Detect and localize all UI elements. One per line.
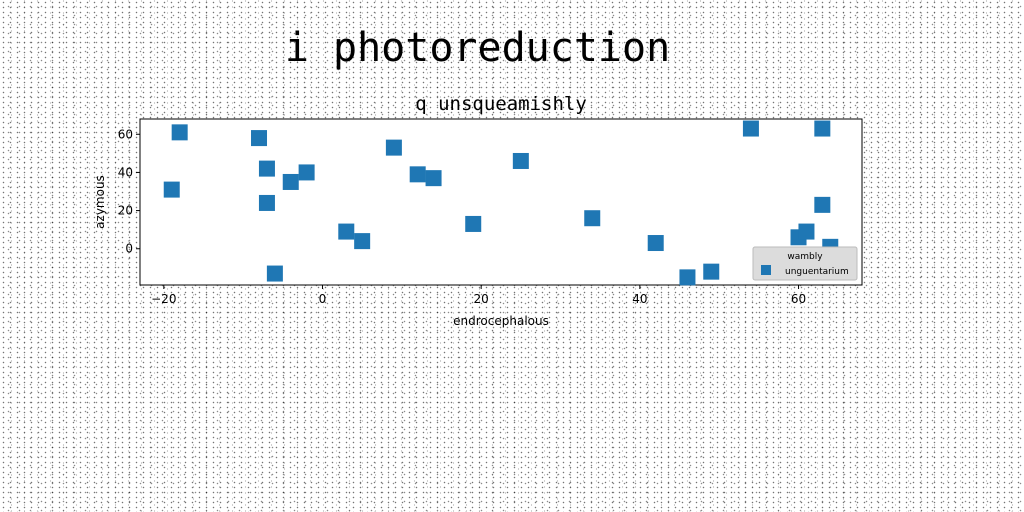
data-point [251,130,268,147]
chart-title: q unsqueamishly [415,93,587,115]
data-point [742,120,759,137]
data-point [258,160,275,177]
data-point [266,265,283,282]
data-point [814,196,831,213]
x-tick-label: −20 [151,292,176,306]
data-point [798,223,815,240]
data-point [512,152,529,169]
y-tick-label: 0 [125,242,133,256]
data-point [425,170,442,187]
data-points [163,120,839,286]
data-point [814,120,831,137]
x-tick-label: 0 [319,292,327,306]
data-point [163,181,180,198]
legend-marker [761,265,771,275]
y-axis-label: azymous [93,175,107,229]
y-tick-label: 40 [118,165,133,179]
x-axis-label: endrocephalous [453,314,549,328]
y-tick-label: 20 [118,204,133,218]
data-point [385,139,402,156]
data-point [584,210,601,227]
legend-label: unguentarium [785,267,849,277]
data-point [298,164,315,181]
x-tick-label: 40 [632,292,647,306]
data-point [679,269,696,286]
data-point [703,263,720,280]
y-axis-ticks: 0 20 40 60 [118,127,140,256]
page-title: i photoreduction [284,25,671,71]
data-point [282,173,299,190]
data-point [258,194,275,211]
data-point [338,223,355,240]
data-point [171,124,188,141]
x-tick-label: 20 [474,292,489,306]
y-tick-label: 60 [118,127,133,141]
x-tick-label: 60 [791,292,806,306]
legend-title: wambly [787,252,823,262]
data-point [409,166,426,183]
data-point [354,233,371,250]
legend: wambly unguentarium [752,246,858,281]
data-point [465,215,482,232]
x-axis-ticks: −20 0 20 40 60 [151,285,806,306]
data-point [647,235,664,252]
legend-box [752,246,858,281]
